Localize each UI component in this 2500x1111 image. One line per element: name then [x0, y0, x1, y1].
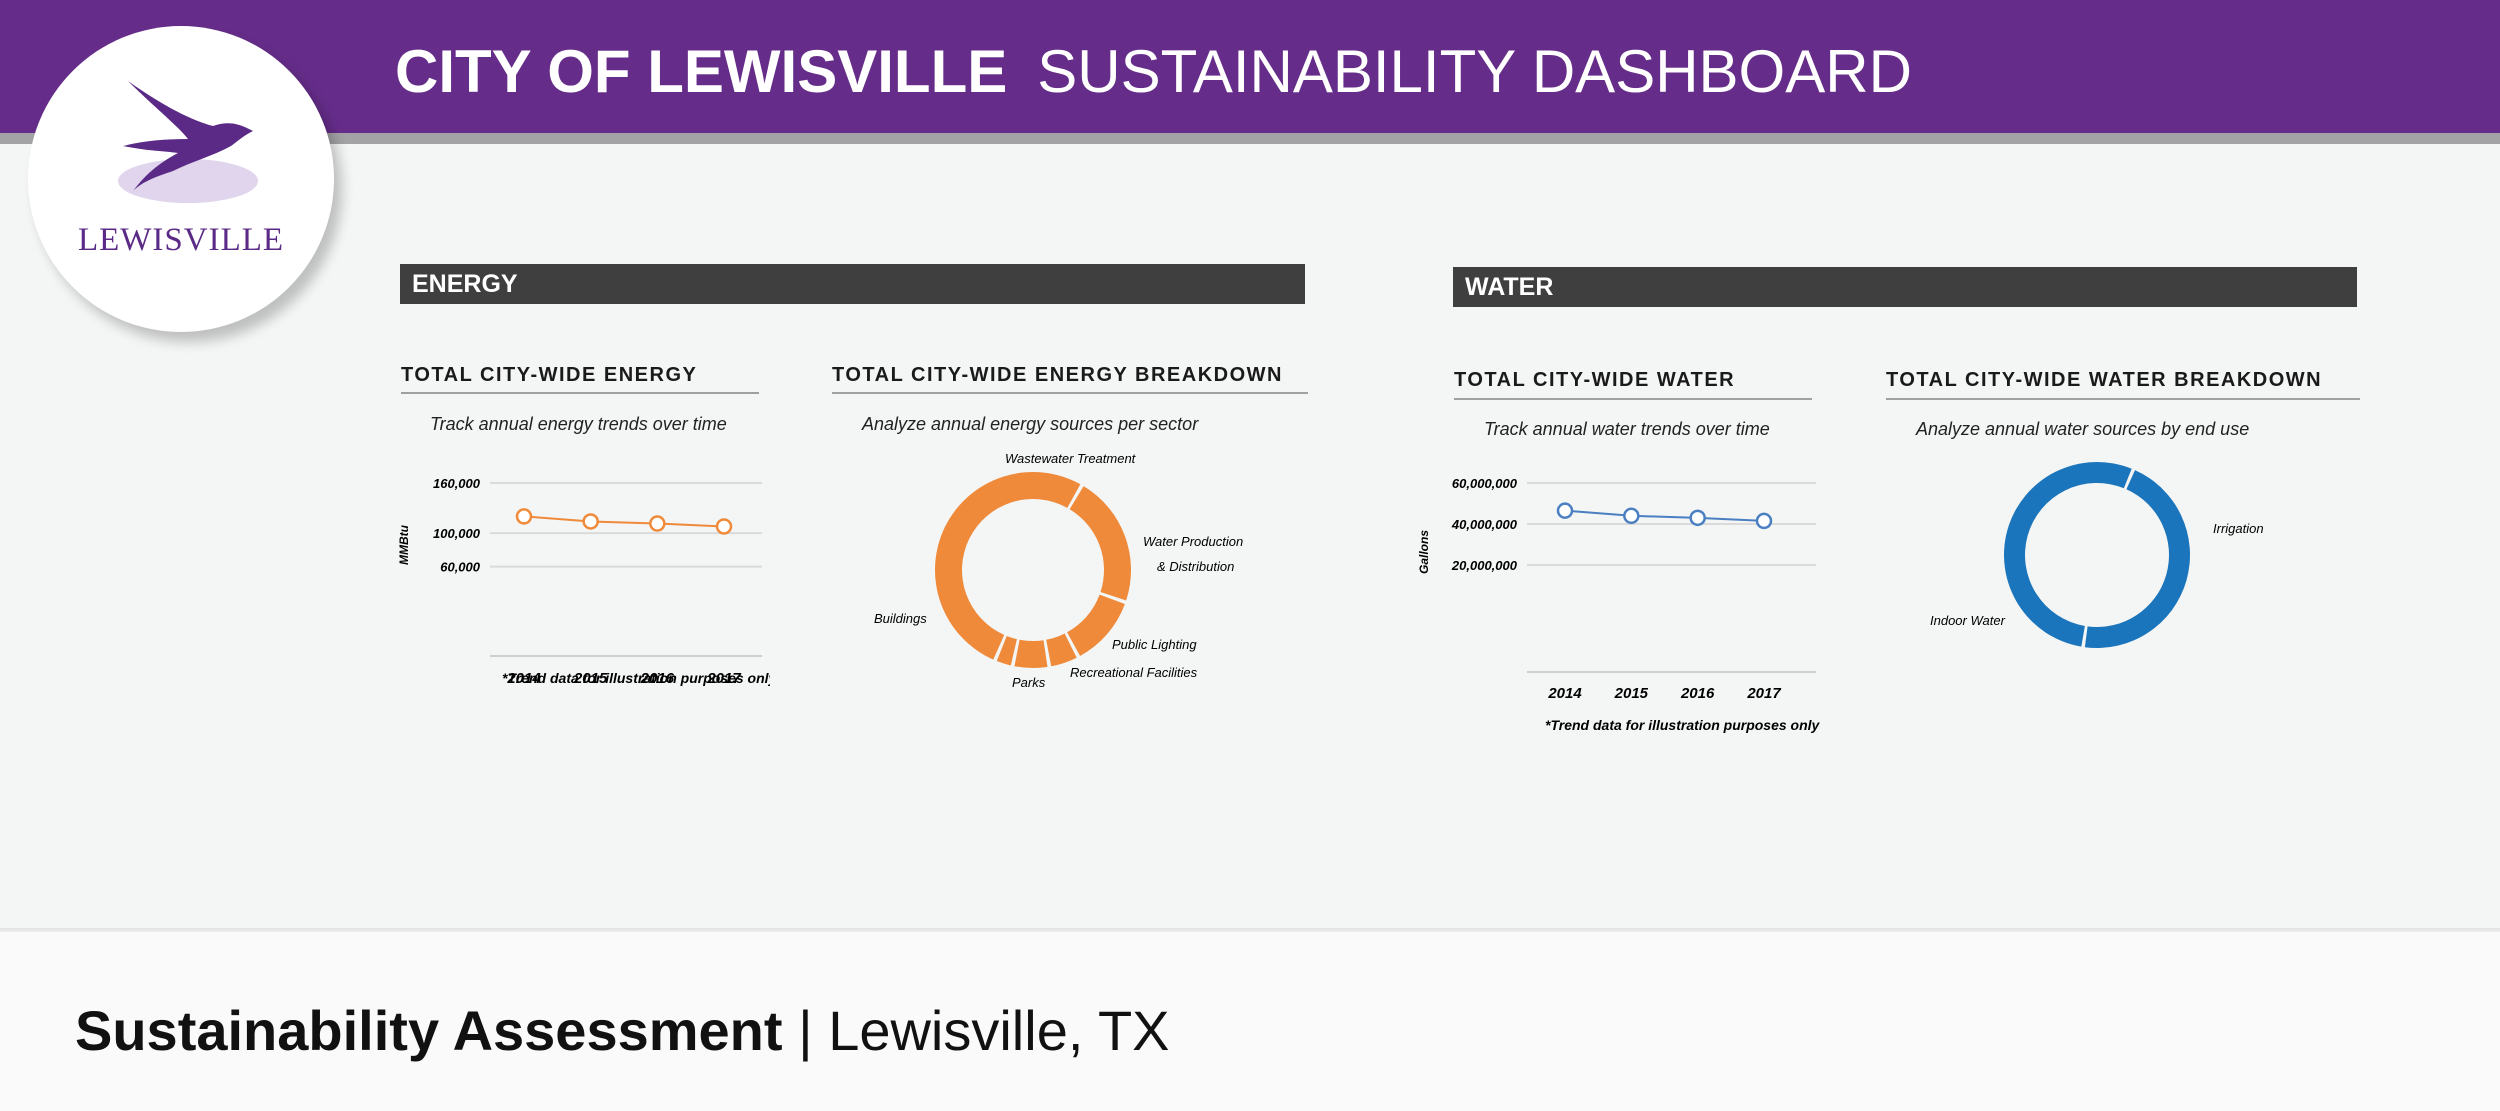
energy-line-y-tick-label: 60,000 [440, 560, 481, 575]
energy-section-header: ENERGY [400, 264, 1305, 304]
water-donut-slice [2084, 470, 2190, 648]
footer-assessment-label: Sustainability Assessment [75, 999, 783, 1062]
energy-line-series-line [523, 515, 725, 528]
energy-donut-slice [935, 472, 1081, 660]
water-line-y-tick-label: 40,000,000 [1451, 517, 1518, 532]
energy-donut-slice [996, 635, 1017, 666]
footer-caption: Sustainability Assessment | Lewisville, … [75, 998, 1170, 1063]
energy-label-parks: Parks [1012, 675, 1046, 690]
energy-line-data-point [649, 515, 666, 532]
energy-label-wastewater: Wastewater Treatment [1005, 451, 1137, 466]
energy-donut-slice [1067, 594, 1125, 656]
energy-breakdown-rule [832, 392, 1308, 394]
energy-breakdown-title: TOTAL CITY-WIDE ENERGY BREAKDOWN [832, 364, 1283, 386]
energy-line-x-tick-label: 2016 [640, 670, 675, 687]
energy-line-x-tick-label: 2015 [573, 670, 608, 687]
water-line-data-point [1689, 509, 1706, 527]
energy-donut-slice [1069, 486, 1131, 601]
energy-donut-slice [1014, 639, 1048, 668]
energy-trend-title: TOTAL CITY-WIDE ENERGY [401, 364, 698, 386]
water-trend-title: TOTAL CITY-WIDE WATER [1454, 369, 1736, 391]
energy-trend-chart: MMBtu 160,000 100,000 60,000 2014 2015 2016 2… [397, 476, 770, 687]
energy-breakdown-subtitle: Analyze annual energy sources per sector [862, 414, 1199, 434]
energy-trend-subtitle: Track annual energy trends over time [430, 414, 727, 434]
header-stripe [0, 133, 2500, 144]
swallow-bird-icon [118, 81, 258, 203]
energy-line-data-point [515, 508, 533, 525]
energy-line-y-tick-label: 160,000 [433, 476, 481, 491]
water-line-y-tick-label: 60,000,000 [1452, 476, 1518, 491]
page-title-dashboard: SUSTAINABILITY DASHBOARD [1037, 38, 1912, 105]
header-bar [0, 0, 2500, 133]
water-donut-slice [2004, 462, 2132, 647]
water-line-data-point [1755, 512, 1773, 530]
energy-trend-rule [401, 392, 759, 394]
energy-donut-slice [1046, 633, 1077, 667]
water-breakdown-chart: Irrigation Indoor Water [1930, 462, 2264, 648]
water-y-axis-label: Gallons [1417, 530, 1431, 574]
energy-trend-note: *Trend data for illustration purposes on… [502, 670, 770, 686]
energy-y-axis-label: MMBtu [397, 524, 411, 565]
logo-wordmark: LEWISVILLE [77, 222, 285, 258]
footer-location: | Lewisville, TX [782, 999, 1170, 1062]
water-line-x-tick-label: 2016 [1680, 685, 1715, 702]
water-line-data-point [1623, 507, 1640, 525]
city-logo[interactable]: LEWISVILLE [28, 26, 334, 332]
water-label-irrigation: Irrigation [2213, 521, 2264, 536]
energy-line-y-tick-label: 100,000 [433, 526, 481, 541]
water-trend-rule [1454, 398, 1812, 400]
energy-line-x-tick-label: 2017 [706, 670, 741, 687]
energy-breakdown-chart: Wastewater Treatment Water Production & … [874, 451, 1243, 690]
water-line-y-tick-label: 20,000,000 [1451, 558, 1518, 573]
water-label-indoor: Indoor Water [1930, 613, 2006, 628]
water-line-series-line [1564, 509, 1765, 522]
water-line-x-tick-label: 2015 [1614, 685, 1649, 702]
water-line-data-point [1556, 502, 1574, 519]
footer [0, 932, 2500, 1111]
energy-label-distribution: & Distribution [1157, 559, 1234, 574]
energy-label-buildings: Buildings [874, 611, 927, 626]
footer-divider [0, 928, 2500, 934]
water-trend-chart: Gallons 60,000,000 40,000,000 20,000,000 2… [1417, 476, 1821, 733]
water-trend-subtitle: Track annual water trends over time [1484, 419, 1770, 439]
energy-line-data-point [582, 513, 599, 530]
page-title: CITY OF LEWISVILLE SUSTAINABILITY DASHBOA… [395, 36, 1912, 108]
water-section-header: WATER [1453, 267, 2357, 307]
energy-label-water-production: Water Production [1143, 534, 1243, 549]
page-title-city: CITY OF LEWISVILLE [395, 38, 1008, 105]
water-breakdown-rule [1886, 398, 2360, 400]
energy-label-public-lighting: Public Lighting [1112, 637, 1197, 652]
water-trend-note: *Trend data for illustration purposes on… [1545, 717, 1821, 733]
energy-line-x-tick-label: 2014 [506, 670, 541, 687]
energy-label-recreational: Recreational Facilities [1070, 665, 1198, 680]
water-line-x-tick-label: 2017 [1746, 685, 1781, 702]
energy-line-data-point [715, 518, 733, 535]
water-breakdown-subtitle: Analyze annual water sources by end use [1916, 419, 2250, 439]
water-breakdown-title: TOTAL CITY-WIDE WATER BREAKDOWN [1886, 369, 2323, 391]
water-line-x-tick-label: 2014 [1547, 685, 1582, 702]
